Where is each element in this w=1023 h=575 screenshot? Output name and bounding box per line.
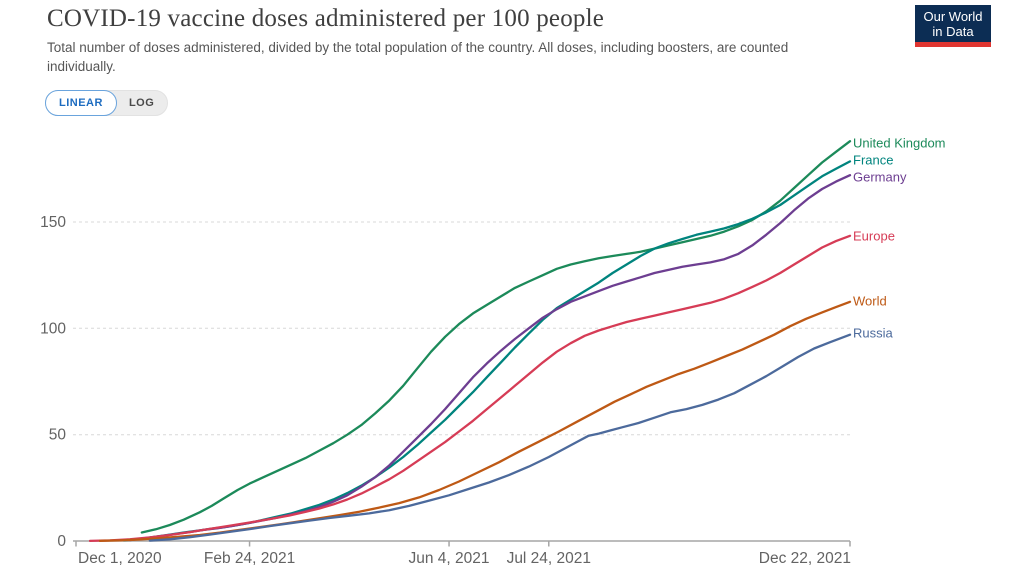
- series-lines: [88, 140, 852, 543]
- y-tick-label-50: 50: [49, 427, 67, 444]
- y-tick-label-150: 150: [40, 214, 66, 231]
- scale-toggle: LINEAR LOG: [45, 90, 169, 116]
- series-line-united-kingdom[interactable]: [140, 140, 852, 534]
- series-line-europe[interactable]: [88, 234, 852, 543]
- linear-scale-button[interactable]: LINEAR: [45, 90, 117, 116]
- legend-label-germany[interactable]: Germany: [853, 169, 907, 185]
- series-line-germany[interactable]: [128, 174, 852, 542]
- legend-label-world[interactable]: World: [853, 293, 887, 309]
- x-tick-label: Dec 22, 2021: [759, 550, 851, 567]
- owid-logo-line2: in Data: [932, 24, 974, 39]
- x-tick-label: Jun 4, 2021: [408, 550, 489, 567]
- legend-label-europe[interactable]: Europe: [853, 228, 895, 244]
- chart-subtitle: Total number of doses administered, divi…: [47, 40, 789, 74]
- legend-label-united-kingdom[interactable]: United Kingdom: [853, 135, 946, 151]
- log-scale-button[interactable]: LOG: [116, 90, 167, 116]
- axes: Dec 1, 2020 Feb 24, 2021 Jun 4, 2021 Jul 24…: [73, 540, 851, 567]
- x-tick-label: Jul 24, 2021: [507, 550, 591, 567]
- gridlines: 0 50 100 150: [40, 214, 850, 550]
- owid-logo-line1: Our World: [923, 9, 983, 24]
- legend-label-russia[interactable]: Russia: [853, 325, 893, 341]
- x-tick-label: Feb 24, 2021: [204, 550, 295, 567]
- legend-label-france[interactable]: France: [853, 152, 894, 168]
- series-line-russia[interactable]: [148, 333, 852, 542]
- owid-logo[interactable]: Our World in Data: [915, 5, 991, 47]
- x-tick-label: Dec 1, 2020: [78, 550, 162, 567]
- chart-title: COVID-19 vaccine doses administered per …: [47, 5, 605, 32]
- y-tick-label-0: 0: [57, 533, 66, 550]
- y-tick-label-100: 100: [40, 320, 66, 337]
